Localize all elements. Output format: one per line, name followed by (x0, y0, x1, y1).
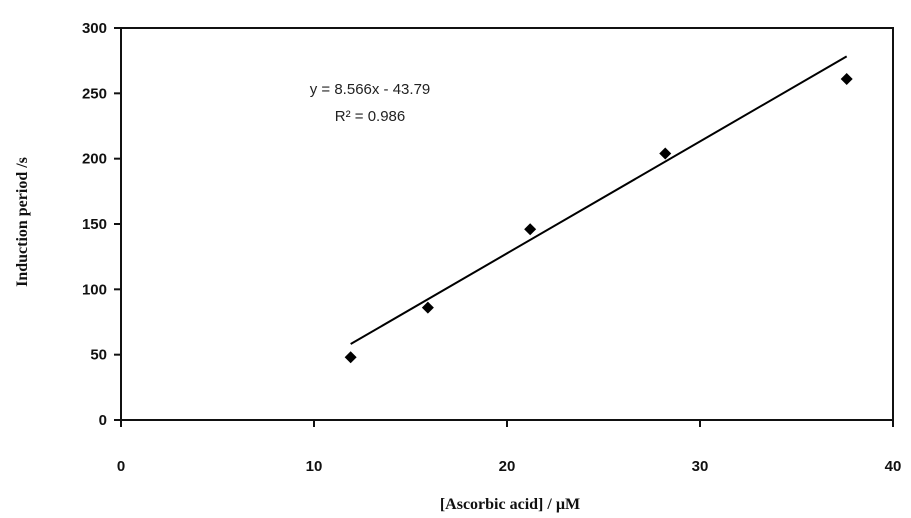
trendline-equation: y = 8.566x - 43.79 (310, 81, 431, 98)
y-tick-label: 0 (99, 412, 107, 429)
x-axis-ticks: 0 10 20 30 40 (117, 420, 902, 475)
x-tick-label: 0 (117, 458, 125, 475)
x-tick-label: 20 (499, 458, 516, 475)
data-point-diamond (659, 147, 672, 160)
trendline-group (350, 55, 848, 345)
plot-frame (120, 27, 894, 421)
x-tick-label: 10 (306, 458, 323, 475)
y-axis-title: Induction period /s (14, 157, 31, 287)
data-points (344, 72, 853, 364)
r-squared-label: R² = 0.986 (335, 108, 405, 125)
y-axis-ticks: 0 50 100 150 200 250 300 (82, 20, 121, 429)
y-tick-label: 300 (82, 20, 107, 37)
plot-border (120, 27, 894, 421)
y-tick-label: 200 (82, 151, 107, 168)
x-tick-label: 40 (885, 458, 902, 475)
data-point-diamond (524, 223, 537, 236)
y-tick-label: 150 (82, 216, 107, 233)
trendline (350, 55, 848, 345)
data-point-diamond (421, 301, 434, 314)
data-point-diamond (344, 351, 357, 364)
data-point-diamond (840, 72, 853, 85)
y-tick-label: 100 (82, 281, 107, 298)
y-tick-label: 250 (82, 85, 107, 102)
x-axis-title: [Ascorbic acid] / µM (440, 496, 580, 513)
y-tick-label: 50 (90, 347, 107, 364)
x-tick-label: 30 (692, 458, 709, 475)
